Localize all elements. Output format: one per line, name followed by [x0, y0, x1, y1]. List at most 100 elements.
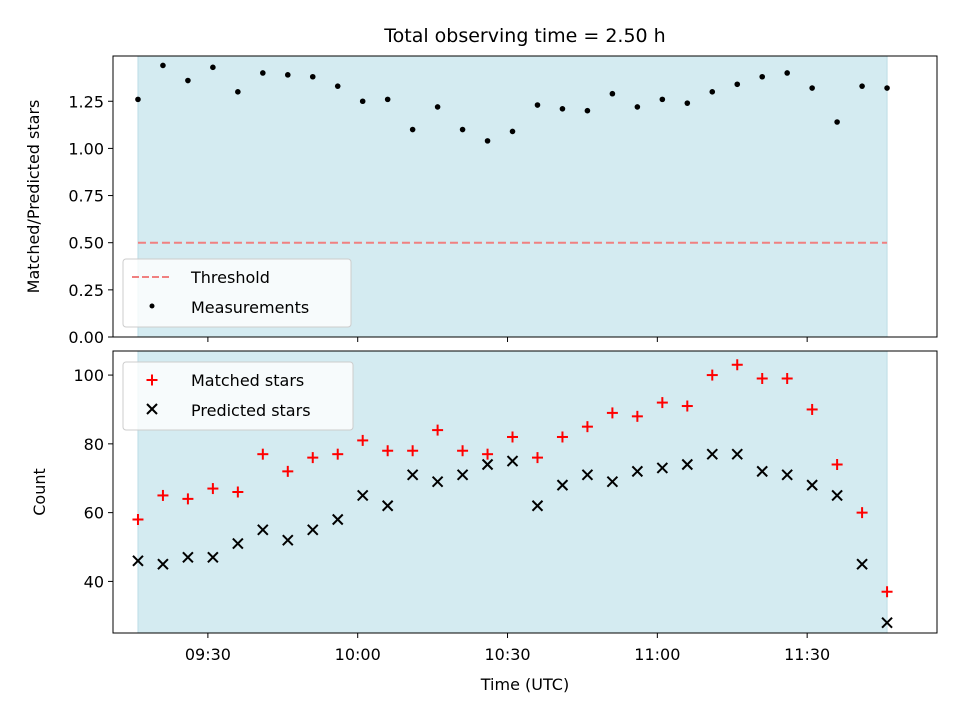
count-plot-frame [112, 350, 938, 634]
matched-star-point [731, 359, 743, 371]
legend-predicted-swatch [146, 403, 158, 415]
predicted-star-point [756, 465, 768, 478]
measurement-point [135, 96, 141, 103]
predicted-star-point [806, 479, 818, 491]
matched-star-point [182, 493, 194, 505]
measurement-point [509, 128, 516, 135]
predicted-star-point [481, 458, 494, 471]
count-legend: Matched stars Predicted stars [122, 361, 354, 431]
count-points [132, 359, 893, 629]
count-y-axis-label: Count [30, 468, 49, 516]
matched-star-point [132, 514, 144, 526]
matched-star-point [806, 403, 818, 415]
measurement-point [809, 85, 815, 91]
x-tick-label: 10:00 [335, 645, 381, 664]
measurement-point [309, 73, 316, 80]
count-legend-box [122, 361, 354, 431]
measurement-point [434, 104, 441, 110]
matched-star-point [881, 586, 893, 598]
predicted-star-point [356, 489, 369, 502]
measurement-point [459, 126, 466, 133]
measurement-point [884, 85, 890, 91]
count-panel: 40 60 80 100 09:30 10:00 10:30 11:00 11:30 Time… [30, 350, 938, 694]
ratio-panel: 0.00 0.25 0.50 0.75 1.00 1.25 Total observing… [24, 25, 938, 347]
ratio-plot-frame [112, 55, 938, 338]
legend-matched-label: Matched stars [191, 371, 304, 390]
measurement-point [734, 81, 741, 88]
predicted-star-point [232, 537, 244, 550]
x-tick-label: 11:30 [784, 645, 830, 664]
matched-star-point [656, 397, 668, 409]
measurement-point [185, 77, 191, 84]
matched-star-point [581, 421, 593, 433]
ratio-legend-box [122, 258, 352, 328]
matched-star-point [756, 373, 768, 385]
count-y-ticks: 40 60 80 100 [73, 366, 113, 591]
y-tick-label: 100 [73, 366, 104, 385]
matched-star-point [382, 445, 394, 457]
ratio-y-ticks: 0.00 0.25 0.50 0.75 1.00 1.25 [68, 92, 113, 347]
measurement-point [260, 70, 266, 76]
matched-star-point [307, 452, 319, 464]
legend-matched-swatch [146, 374, 158, 386]
predicted-star-point [831, 489, 843, 502]
predicted-star-point [506, 455, 519, 467]
y-tick-label: 0.25 [68, 281, 104, 300]
matched-star-point [706, 369, 718, 381]
matched-star-point [482, 448, 494, 460]
y-tick-label: 0.50 [68, 234, 104, 253]
x-axis-label: Time (UTC) [480, 675, 569, 694]
measurement-point [484, 138, 491, 144]
measurement-point [859, 83, 865, 89]
legend-matched-marker [146, 374, 158, 386]
y-tick-label: 1.00 [68, 139, 104, 158]
ratio-y-axis-label: Matched/Predicted stars [24, 100, 43, 294]
measurement-point [559, 106, 566, 112]
matched-star-point [531, 452, 543, 464]
matched-star-point [332, 448, 344, 460]
measurement-point [634, 104, 641, 110]
matched-star-point [781, 373, 793, 385]
predicted-star-point [881, 616, 893, 629]
predicted-star-point [132, 555, 144, 567]
y-tick-label: 60 [84, 504, 104, 523]
predicted-star-point [706, 448, 718, 460]
predicted-star-point [332, 513, 344, 526]
predicted-star-point [282, 534, 294, 546]
count-x-ticks: 09:30 10:00 10:30 11:00 11:30 [185, 633, 830, 664]
matched-star-point [282, 465, 294, 477]
chart-title: Total observing time = 2.50 h [383, 25, 665, 47]
measurement-points [135, 62, 890, 144]
y-tick-label: 40 [84, 572, 104, 591]
predicted-star-point [731, 448, 743, 460]
predicted-star-point [556, 479, 569, 491]
predicted-star-point [207, 551, 219, 564]
measurement-point [759, 73, 766, 80]
legend-predicted-marker [146, 403, 158, 415]
matched-star-point [407, 445, 419, 457]
predicted-star-point [182, 551, 194, 564]
matched-star-point [606, 407, 618, 419]
predicted-star-point [856, 558, 868, 570]
predicted-star-point [406, 469, 419, 481]
predicted-star-point [531, 500, 544, 512]
measurement-point [409, 126, 416, 133]
measurement-point [609, 90, 616, 97]
measurement-point [659, 96, 666, 103]
y-tick-label: 0.75 [68, 187, 104, 206]
measurement-point [784, 70, 790, 76]
measurement-point [284, 72, 291, 78]
legend-threshold-label: Threshold [190, 268, 270, 287]
matched-star-point [207, 483, 219, 495]
predicted-star-point [656, 462, 669, 474]
measurement-point [584, 107, 591, 114]
measurement-point [210, 64, 216, 71]
matched-star-point [507, 431, 519, 443]
matched-star-point [631, 410, 643, 422]
predicted-star-point [307, 524, 319, 536]
matched-star-point [831, 458, 843, 470]
predicted-star-point [431, 475, 444, 488]
matched-star-point [232, 486, 244, 498]
predicted-star-point [631, 465, 644, 478]
